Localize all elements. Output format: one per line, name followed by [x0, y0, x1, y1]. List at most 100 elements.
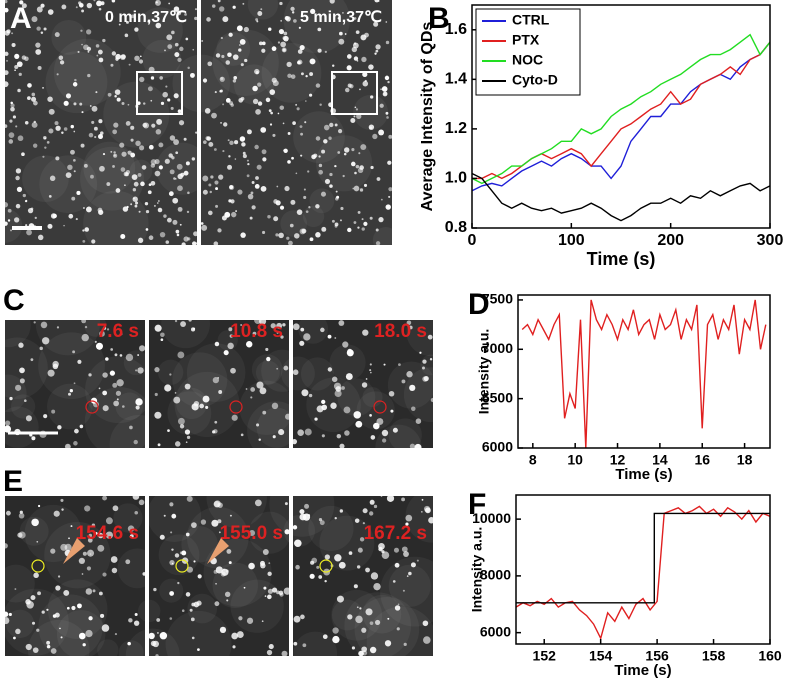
spot — [21, 152, 25, 157]
spot — [3, 221, 8, 226]
spot — [81, 333, 89, 342]
marker-circle — [31, 559, 45, 573]
spot — [207, 210, 213, 216]
spot — [258, 438, 261, 441]
spot — [267, 215, 271, 219]
spot — [86, 2, 93, 9]
spot — [347, 83, 352, 88]
spot — [128, 63, 131, 66]
spot — [223, 350, 229, 356]
spot — [402, 589, 405, 592]
haze — [261, 43, 322, 103]
spot — [375, 228, 379, 232]
spot — [43, 414, 48, 419]
spot — [194, 16, 198, 21]
spot — [272, 133, 276, 137]
spot — [240, 96, 245, 101]
spot — [194, 8, 198, 11]
spot — [129, 534, 134, 539]
spot — [220, 36, 223, 40]
spot — [31, 621, 36, 625]
spot — [215, 566, 223, 574]
spot — [330, 402, 337, 409]
spot — [202, 189, 208, 195]
spot — [317, 27, 322, 32]
spot — [154, 170, 161, 177]
spot — [279, 205, 285, 210]
haze — [53, 38, 121, 106]
spot — [206, 136, 211, 141]
spot — [305, 210, 309, 214]
spot — [92, 589, 96, 593]
haze — [118, 640, 144, 666]
spot — [376, 177, 381, 181]
spot — [31, 92, 36, 97]
image-label: 155.0 s — [220, 523, 283, 544]
spot — [122, 206, 129, 212]
spot — [75, 6, 78, 9]
haze — [300, 357, 334, 391]
spot — [282, 36, 287, 41]
spot — [102, 372, 108, 378]
spot — [34, 216, 37, 220]
spot — [346, 54, 352, 59]
spot — [56, 73, 59, 76]
spot — [246, 617, 254, 624]
haze — [39, 155, 98, 214]
spot — [369, 414, 372, 417]
spot — [74, 428, 79, 434]
spot — [185, 532, 190, 537]
spot — [162, 91, 168, 98]
haze — [165, 610, 232, 677]
spot — [191, 403, 199, 411]
spot — [157, 207, 163, 213]
spot — [176, 163, 183, 170]
spot — [55, 156, 60, 161]
spot — [401, 379, 406, 384]
spot — [215, 187, 219, 191]
spot — [110, 348, 113, 351]
spot — [355, 615, 363, 624]
spot — [138, 59, 144, 64]
spot — [97, 49, 103, 55]
haze — [84, 387, 154, 457]
spot — [232, 5, 236, 9]
spot — [169, 591, 175, 596]
spot — [78, 557, 85, 565]
spot — [370, 435, 376, 440]
spot — [16, 186, 23, 192]
spot — [356, 606, 359, 609]
haze — [174, 371, 240, 437]
y-tick-label: 6500 — [482, 389, 513, 405]
spot — [98, 134, 104, 140]
spot — [282, 122, 285, 125]
haze — [1, 588, 69, 656]
spot — [285, 413, 292, 420]
spot — [238, 616, 243, 621]
marker-circle — [85, 400, 99, 414]
spot — [242, 154, 247, 159]
spot — [96, 54, 99, 57]
spot — [290, 74, 296, 79]
spot — [387, 160, 392, 165]
spot — [249, 529, 256, 537]
spot — [160, 332, 165, 338]
data-line — [515, 505, 771, 641]
spot — [192, 241, 197, 246]
spot — [406, 371, 413, 378]
spot — [410, 562, 416, 568]
spot — [260, 185, 267, 192]
spot — [43, 27, 47, 31]
spot — [55, 585, 61, 591]
x-tick-label: 12 — [610, 452, 626, 468]
spot — [102, 38, 106, 43]
spot — [320, 191, 327, 197]
spot — [24, 399, 27, 402]
spot — [30, 358, 34, 362]
spot — [278, 29, 285, 35]
spot — [225, 98, 231, 103]
spot — [3, 7, 9, 13]
y-tick-label: 6000 — [482, 439, 513, 455]
spot — [258, 41, 263, 46]
spot — [220, 89, 223, 93]
